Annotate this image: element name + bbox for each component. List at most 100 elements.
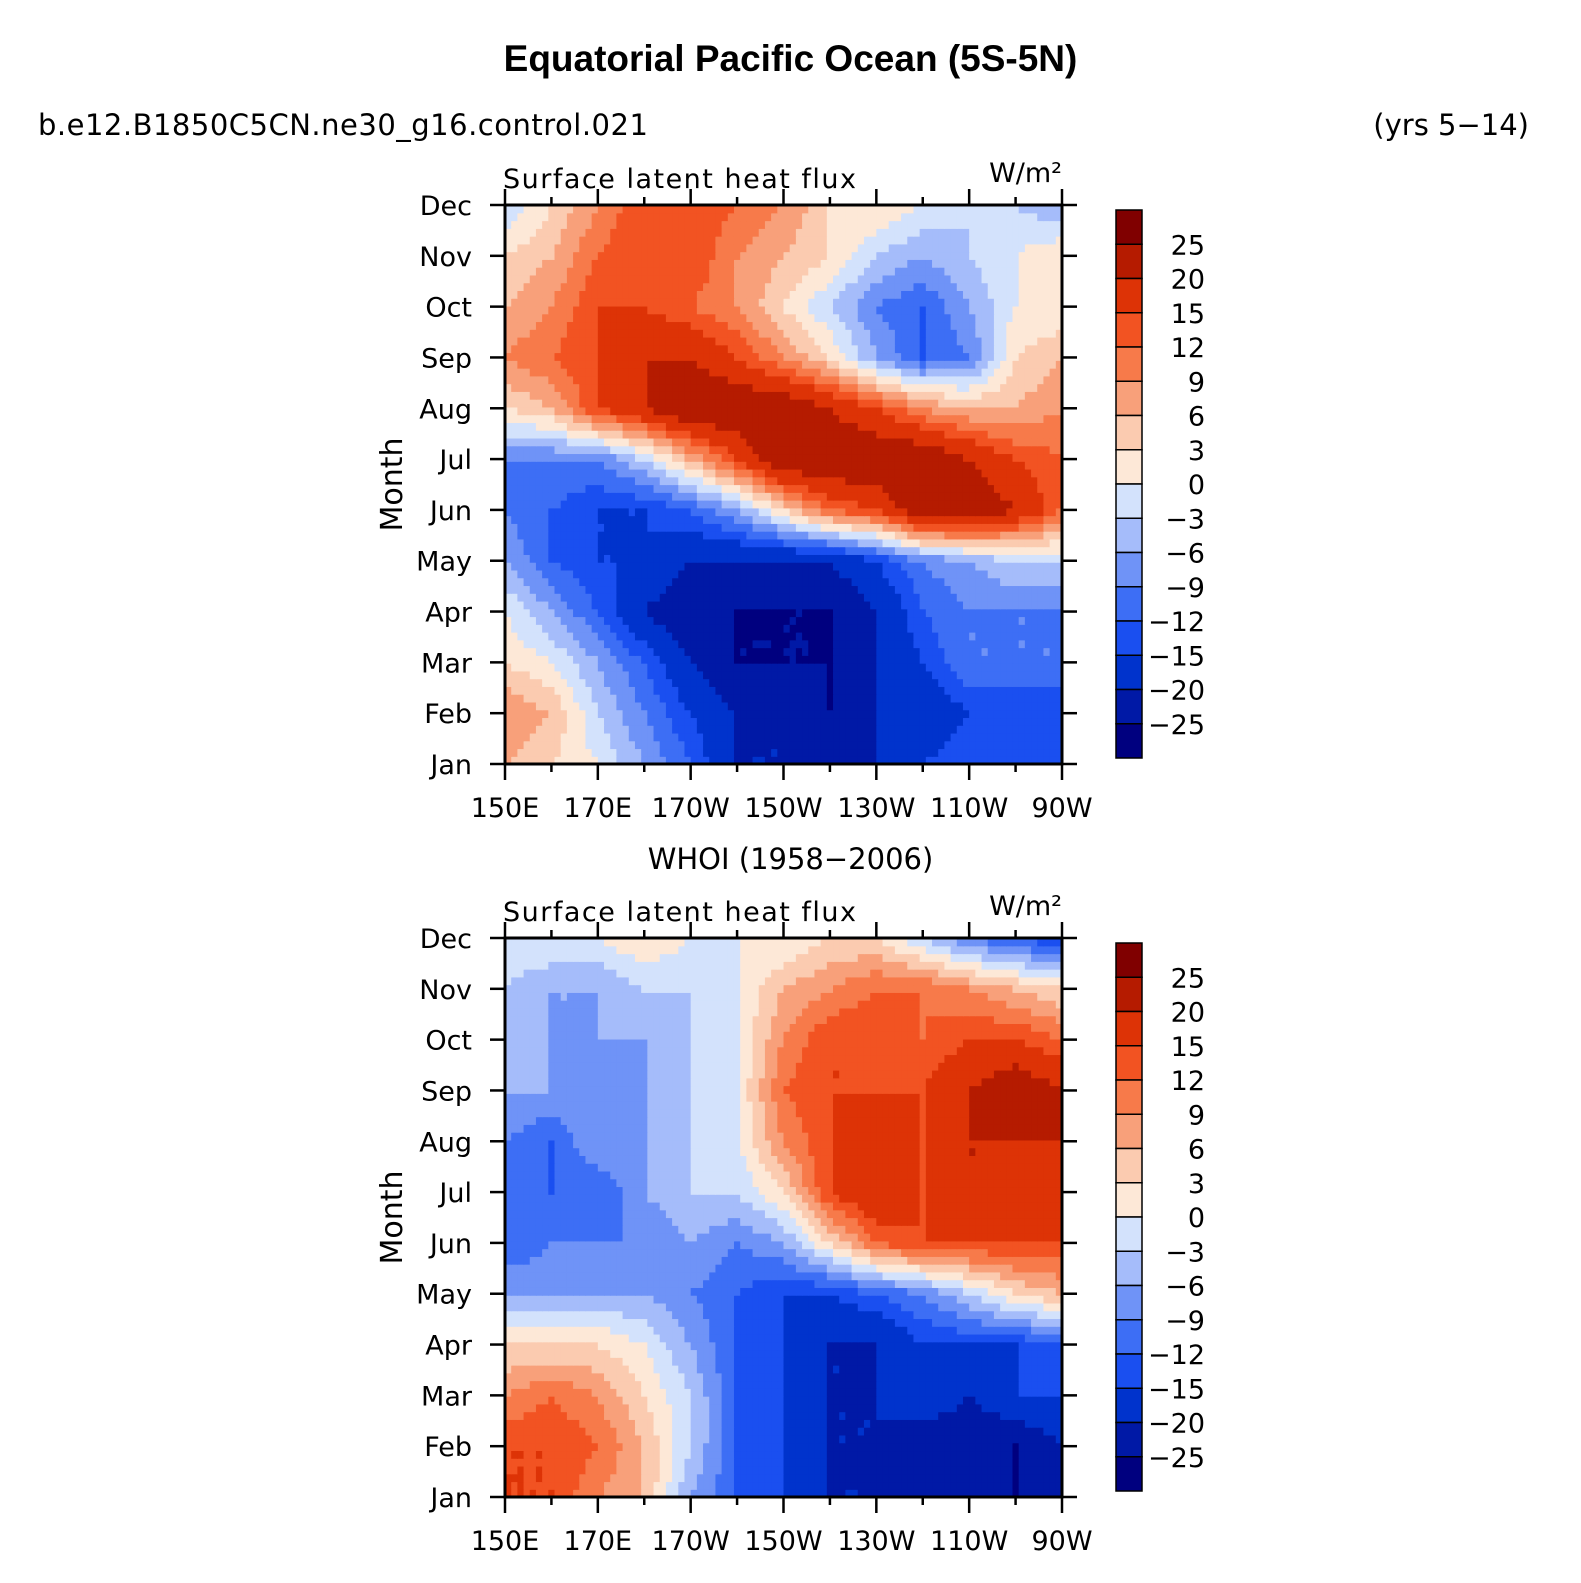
- heatmap-cell: [641, 655, 648, 664]
- heatmap-cell: [1055, 655, 1063, 664]
- heatmap-cell: [802, 391, 809, 400]
- heatmap-cell: [764, 360, 772, 369]
- heatmap-cell: [907, 616, 915, 625]
- heatmap-cell: [709, 368, 717, 377]
- heatmap-cell: [616, 725, 624, 734]
- heatmap-cell: [876, 445, 884, 455]
- heatmap-cell: [857, 600, 865, 610]
- heatmap-cell: [709, 515, 717, 524]
- heatmap-cell: [771, 461, 778, 470]
- heatmap-cell: [814, 577, 822, 587]
- heatmap-cell: [863, 492, 871, 501]
- heatmap-cell: [981, 461, 989, 470]
- heatmap-cell: [795, 585, 803, 594]
- heatmap-cell: [709, 600, 717, 610]
- heatmap-cell: [981, 468, 989, 478]
- heatmap-cell: [975, 515, 983, 524]
- heatmap-cell: [845, 585, 853, 594]
- heatmap-cell: [764, 422, 772, 431]
- heatmap-cell: [535, 562, 543, 571]
- heatmap-cell: [956, 756, 964, 765]
- heatmap-cell: [703, 437, 710, 447]
- heatmap-cell: [857, 430, 865, 439]
- heatmap-cell: [987, 538, 995, 548]
- heatmap-cell: [950, 484, 958, 493]
- heatmap-cell: [1031, 500, 1038, 509]
- heatmap-cell: [740, 670, 747, 680]
- heatmap-cell: [740, 445, 747, 455]
- heatmap-cell: [764, 569, 772, 579]
- heatmap-cell: [678, 368, 686, 377]
- heatmap-cell: [919, 740, 927, 750]
- heatmap-cell: [944, 717, 952, 726]
- heatmap-cell: [808, 694, 816, 703]
- heatmap-cell: [851, 422, 859, 431]
- heatmap-cell: [795, 492, 803, 501]
- heatmap-cell: [752, 709, 760, 719]
- heatmap-cell: [721, 725, 729, 734]
- heatmap-cell: [956, 616, 964, 625]
- heatmap-cell: [993, 492, 1001, 501]
- heatmap-cell: [573, 678, 580, 687]
- heatmap-cell: [1049, 546, 1057, 555]
- heatmap-cell: [721, 678, 729, 687]
- heatmap-cell: [696, 663, 704, 672]
- heatmap-cell: [517, 546, 525, 555]
- heatmap-cell: [672, 756, 679, 765]
- heatmap-cell: [950, 748, 958, 757]
- heatmap-cell: [925, 655, 933, 664]
- heatmap-cell: [975, 569, 983, 579]
- heatmap-cell: [808, 538, 816, 548]
- heatmap-cell: [771, 523, 778, 532]
- heatmap-cell: [517, 686, 525, 695]
- heatmap-cell: [622, 500, 630, 509]
- heatmap-cell: [1049, 406, 1057, 416]
- heatmap-cell: [684, 344, 692, 354]
- heatmap-cell: [573, 732, 580, 742]
- heatmap-cell: [839, 546, 846, 555]
- heatmap-cell: [604, 329, 611, 338]
- heatmap-cell: [505, 515, 512, 524]
- heatmap-cell: [1043, 632, 1051, 641]
- heatmap-cell: [548, 406, 556, 416]
- heatmap-cell: [857, 360, 865, 369]
- heatmap-cell: [839, 554, 846, 563]
- heatmap-cell: [1018, 608, 1026, 618]
- heatmap-cell: [1006, 670, 1014, 680]
- heatmap-cell: [962, 336, 970, 346]
- heatmap-cell: [610, 562, 617, 571]
- heatmap-cell: [591, 414, 599, 423]
- heatmap-cell: [882, 647, 890, 656]
- heatmap-cell: [703, 600, 710, 610]
- heatmap-cell: [715, 523, 723, 532]
- heatmap-cell: [511, 391, 518, 400]
- heatmap-cell: [975, 453, 983, 462]
- heatmap-cell: [746, 686, 754, 695]
- heatmap-cell: [771, 336, 778, 346]
- heatmap-cell: [845, 577, 853, 587]
- heatmap-cell: [505, 756, 512, 765]
- heatmap-cell: [771, 600, 778, 610]
- heatmap-cell: [777, 391, 785, 400]
- heatmap-cell: [932, 344, 939, 354]
- heatmap-cell: [956, 484, 964, 493]
- heatmap-cell: [554, 476, 562, 486]
- heatmap-cell: [975, 406, 983, 416]
- heatmap-cell: [882, 624, 890, 633]
- heatmap-cell: [839, 492, 846, 501]
- heatmap-cell: [907, 515, 915, 524]
- heatmap-cell: [678, 616, 686, 625]
- heatmap-cell: [833, 655, 840, 664]
- heatmap-cell: [647, 546, 655, 555]
- heatmap-cell: [888, 430, 896, 439]
- heatmap-cell: [944, 336, 952, 346]
- heatmap-cell: [882, 562, 890, 571]
- heatmap-cell: [542, 484, 549, 493]
- heatmap-cell: [579, 368, 587, 377]
- heatmap-cell: [857, 632, 865, 641]
- heatmap-cell: [907, 686, 915, 695]
- heatmap-cell: [975, 368, 983, 377]
- heatmap-cell: [591, 725, 599, 734]
- heatmap-cell: [653, 414, 661, 423]
- heatmap-cell: [932, 694, 939, 703]
